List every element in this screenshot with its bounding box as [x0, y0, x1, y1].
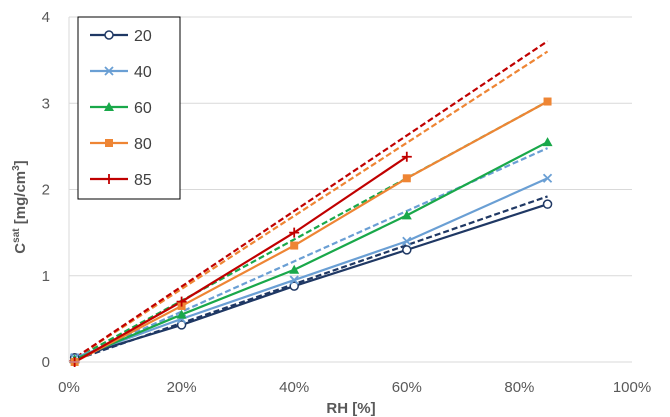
data-point-60-1 — [176, 309, 187, 319]
y-tick-label-0: 0 — [42, 354, 50, 371]
data-point-20-3 — [402, 245, 412, 255]
x-tick-label-60-: 60% — [392, 379, 422, 396]
data-point-20-2 — [289, 281, 299, 291]
series-markers — [69, 97, 553, 367]
y-tick-label-2: 2 — [42, 182, 50, 199]
data-point-40-2 — [289, 275, 299, 285]
x-tick-label-20-: 20% — [167, 379, 197, 396]
legend-marker-80 — [105, 139, 113, 147]
data-point-80-2 — [290, 241, 299, 250]
data-point-80-3 — [402, 174, 411, 183]
fit-line-80 — [68, 50, 549, 363]
legend-label-20: 20 — [134, 28, 152, 45]
x-tick-label-40-: 40% — [279, 379, 309, 396]
y-axis-title: Csat [mg/cm3] — [11, 160, 29, 253]
data-point-80-4 — [543, 97, 552, 106]
data-point-85-2 — [289, 227, 300, 238]
data-point-40-3 — [402, 236, 412, 246]
x-tick-label-80-: 80% — [504, 379, 534, 396]
x-tick-label-100-: 100% — [613, 379, 651, 396]
legend-marker-40 — [104, 66, 114, 76]
fit-line-85 — [68, 40, 549, 363]
legend-label-80: 80 — [134, 136, 152, 153]
data-point-60-4 — [542, 137, 553, 147]
legend-label-40: 40 — [134, 64, 152, 81]
legend-marker-85 — [104, 174, 114, 184]
y-tick-label-1: 1 — [42, 268, 50, 285]
data-point-40-4 — [542, 173, 553, 183]
data-point-85-1 — [176, 296, 187, 307]
y-axis-title-main: C — [12, 243, 29, 254]
data-point-20-4 — [542, 199, 553, 209]
y-axis-title-unit-superscript: 3 — [11, 165, 22, 171]
x-tick-label-0-: 0% — [58, 379, 80, 396]
legend-label-85: 85 — [134, 172, 152, 189]
data-point-60-3 — [401, 210, 412, 220]
y-tick-label-4: 4 — [42, 9, 50, 26]
y-axis-title-unit-end: ] — [12, 160, 29, 165]
data-point-85-3 — [401, 151, 412, 162]
y-tick-label-3: 3 — [42, 95, 50, 112]
data-point-20-1 — [176, 320, 187, 330]
y-axis-title-unit: [mg/cm — [12, 171, 29, 229]
data-point-60-2 — [289, 264, 300, 274]
axes — [68, 17, 632, 363]
x-axis-title: RH [%] — [326, 400, 375, 417]
y-axis-title-superscript: sat — [11, 228, 22, 243]
legend: 20 40 60 80 85 — [77, 16, 181, 200]
legend-marker-20 — [104, 30, 114, 40]
series-line-85 — [74, 155, 408, 363]
legend-marker-60 — [104, 102, 114, 111]
legend-label-60: 60 — [134, 100, 152, 117]
